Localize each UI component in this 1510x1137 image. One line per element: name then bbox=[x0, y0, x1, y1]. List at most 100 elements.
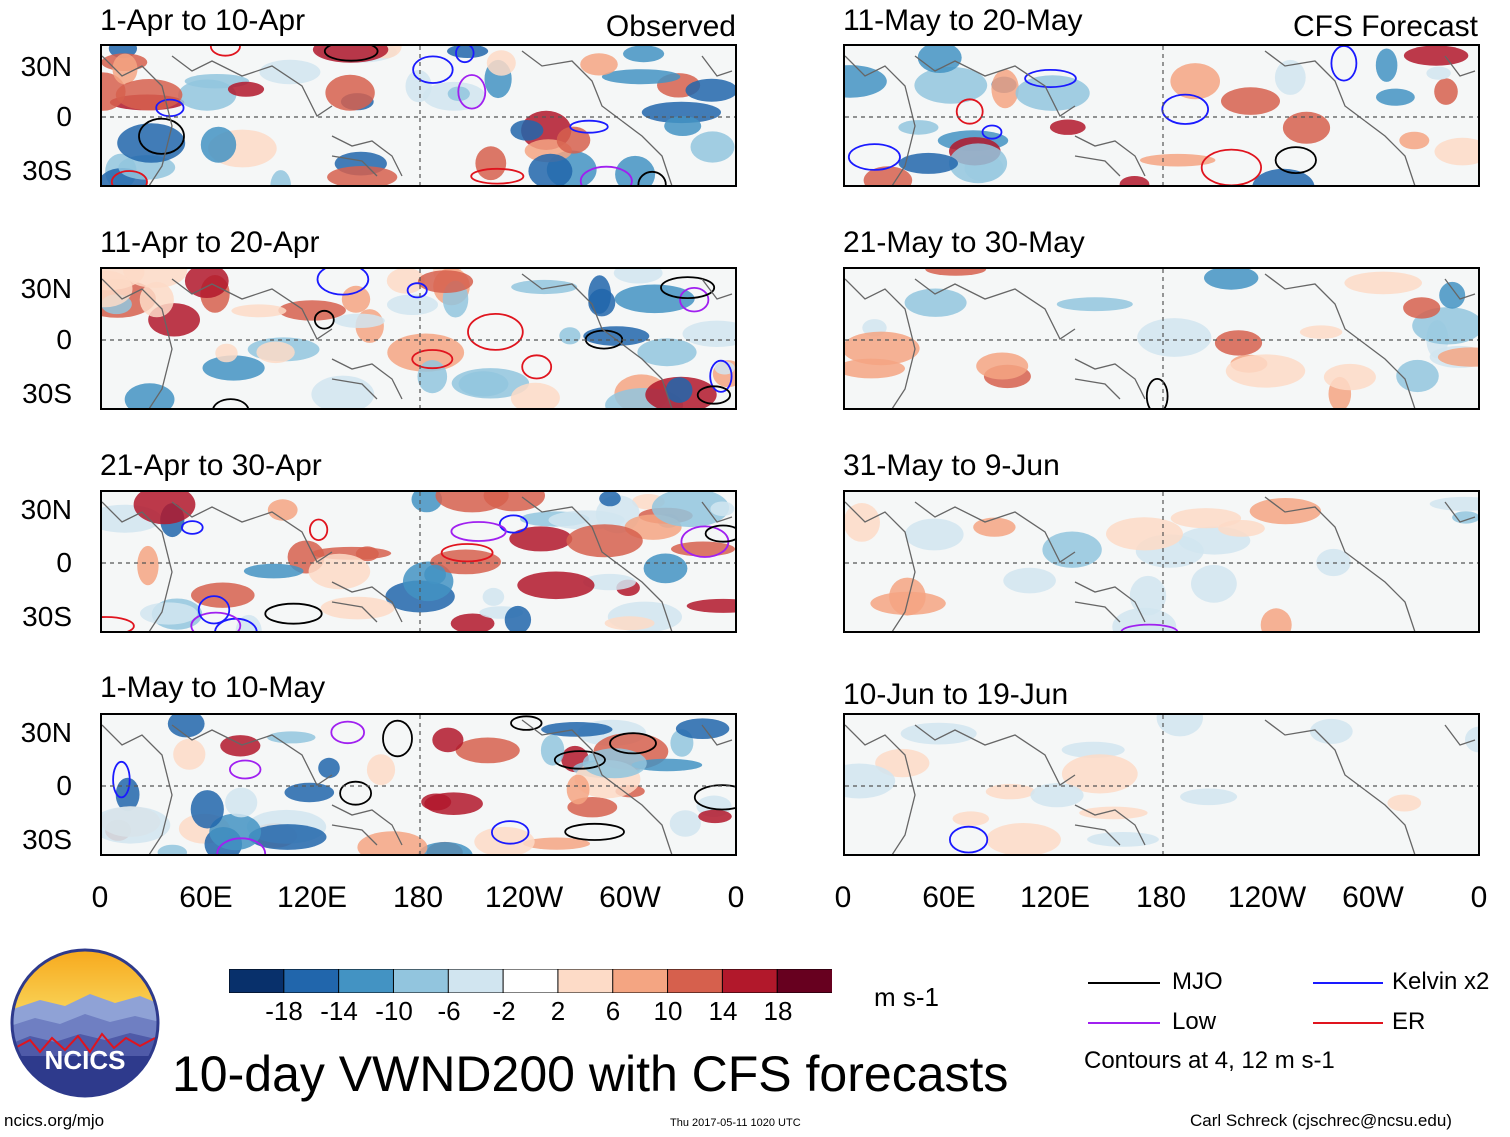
coastline bbox=[1074, 601, 1121, 623]
lat-label-30n: 30N bbox=[20, 717, 72, 748]
lat-label-eq: 0 bbox=[56, 324, 72, 355]
wave-contour bbox=[704, 524, 735, 543]
wave-contour bbox=[323, 46, 379, 62]
map-panel-obs-1 bbox=[100, 44, 737, 187]
anomaly-blob bbox=[357, 831, 428, 854]
anomaly-blob bbox=[225, 787, 258, 818]
map-panel-fc-3 bbox=[843, 490, 1480, 633]
lat-label-30n: 30N bbox=[20, 51, 72, 82]
anomaly-blob bbox=[355, 546, 379, 562]
anomaly-blob bbox=[669, 810, 701, 837]
anomaly-blob bbox=[320, 596, 395, 620]
coastline bbox=[171, 724, 333, 786]
colorbar-swatch bbox=[392, 968, 450, 994]
wave-contour bbox=[264, 602, 323, 625]
colorbar bbox=[228, 968, 833, 994]
anomaly-field bbox=[845, 46, 1478, 185]
lon-label: 120E bbox=[1019, 881, 1091, 914]
map-panel-obs-4 bbox=[100, 713, 737, 856]
coastline bbox=[621, 343, 673, 408]
anomaly-blob bbox=[1180, 788, 1238, 806]
anomaly-blob bbox=[1282, 111, 1331, 144]
colorbar-swatch bbox=[228, 968, 285, 994]
colorbar-swatch bbox=[721, 968, 779, 994]
coastline bbox=[1364, 120, 1416, 185]
colorbar-label: -14 bbox=[320, 996, 358, 1026]
wave-contour bbox=[1161, 93, 1210, 125]
anomaly-blob bbox=[985, 783, 1035, 800]
legend-line-kelvin bbox=[1313, 982, 1383, 984]
coastline bbox=[331, 824, 378, 846]
coastline bbox=[331, 155, 378, 177]
anomaly-blob bbox=[1170, 63, 1220, 100]
anomaly-blob bbox=[1003, 567, 1056, 594]
lon-label: 120W bbox=[1227, 881, 1307, 914]
ncics-logo-icon: NCICS bbox=[10, 948, 160, 1098]
wave-contour bbox=[181, 520, 204, 535]
colorbar-label: 2 bbox=[550, 996, 566, 1026]
map-panel-fc-2 bbox=[843, 267, 1480, 410]
anomaly-blob bbox=[325, 74, 375, 111]
anomaly-blob bbox=[675, 718, 730, 739]
wave-contour bbox=[1330, 46, 1358, 82]
panel-title-obs-1: 1-Apr to 10-Apr bbox=[100, 4, 306, 37]
lon-label: 60E bbox=[179, 881, 233, 914]
panel-title-obs-4: 1-May to 10-May bbox=[100, 671, 326, 704]
wave-contour bbox=[579, 165, 633, 185]
coastline bbox=[521, 496, 623, 568]
lon-label: 120W bbox=[484, 881, 564, 914]
lat-label-eq: 0 bbox=[56, 547, 72, 578]
coastline bbox=[1264, 50, 1366, 122]
anomaly-blob bbox=[604, 616, 655, 631]
coastline bbox=[1444, 724, 1476, 746]
anomaly-blob bbox=[1056, 297, 1133, 312]
lat-label-30s: 30S bbox=[22, 155, 72, 186]
coastline bbox=[1444, 55, 1476, 77]
legend-line-mjo bbox=[1088, 982, 1160, 984]
site-link[interactable]: ncics.org/mjo bbox=[4, 1111, 105, 1130]
anomaly-blob bbox=[284, 782, 335, 803]
anomaly-blob bbox=[1274, 59, 1306, 95]
anomaly-field bbox=[102, 715, 735, 854]
coastline bbox=[1264, 719, 1366, 791]
panel-title-fc-3: 31-May to 9-Jun bbox=[843, 449, 1060, 482]
anomaly-blob bbox=[1439, 281, 1466, 309]
anomaly-blob bbox=[976, 352, 1029, 380]
wave-contour bbox=[696, 385, 732, 405]
map-panel-obs-3 bbox=[100, 490, 737, 633]
colorbar-swatch bbox=[447, 968, 505, 994]
lat-label-eq: 0 bbox=[56, 770, 72, 801]
anomaly-blob bbox=[566, 774, 590, 805]
anomaly-blob bbox=[845, 763, 896, 799]
author-credit: Carl Schreck (cjschrec@ncsu.edu) bbox=[1190, 1111, 1452, 1130]
wave-contour bbox=[510, 715, 543, 731]
coastline bbox=[171, 278, 333, 340]
anomaly-blob bbox=[582, 748, 647, 779]
colorbar-label: -18 bbox=[265, 996, 303, 1026]
wave-contour bbox=[660, 276, 716, 300]
anomaly-blob bbox=[1426, 66, 1451, 80]
anomaly-blob bbox=[559, 327, 581, 345]
wave-contour bbox=[1274, 146, 1317, 174]
anomaly-blob bbox=[1140, 153, 1216, 167]
coastline bbox=[845, 278, 916, 408]
lat-label-30s: 30S bbox=[22, 378, 72, 409]
wave-contour bbox=[609, 732, 657, 755]
anomaly-blob bbox=[1399, 131, 1430, 150]
anomaly-blob bbox=[714, 361, 735, 375]
anomaly-blob bbox=[631, 758, 703, 772]
coastline bbox=[1264, 273, 1366, 345]
anomaly-blob bbox=[386, 269, 425, 294]
anomaly-blob bbox=[615, 155, 656, 185]
anomaly-blob bbox=[450, 613, 495, 631]
observed-label: Observed bbox=[605, 10, 736, 43]
coastline bbox=[102, 278, 173, 408]
anomaly-blob bbox=[1434, 78, 1458, 105]
anomaly-blob bbox=[566, 524, 643, 558]
anomaly-field bbox=[102, 46, 735, 185]
anomaly-blob bbox=[845, 503, 880, 542]
lon-label: 0 bbox=[834, 881, 852, 914]
anomaly-blob bbox=[580, 53, 618, 76]
anomaly-blob bbox=[102, 806, 171, 844]
anomaly-blob bbox=[685, 78, 735, 102]
